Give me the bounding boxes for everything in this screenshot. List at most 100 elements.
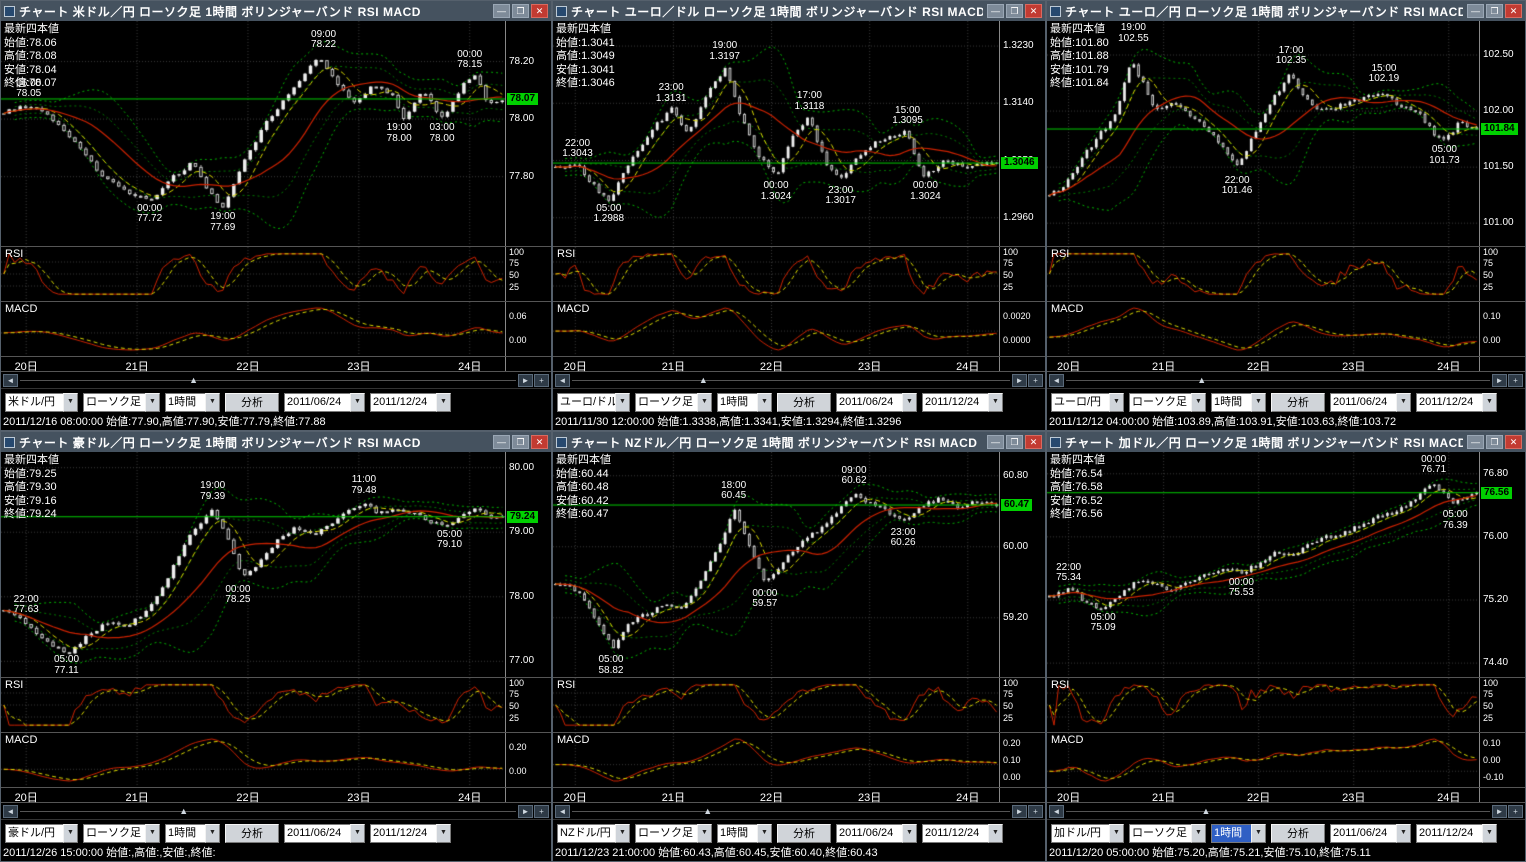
interval-select[interactable]: 1時間 ▼ <box>717 823 772 843</box>
close-button[interactable]: ✕ <box>1025 4 1042 18</box>
dropdown-arrow-icon[interactable]: ▼ <box>1396 823 1411 843</box>
close-button[interactable]: ✕ <box>531 4 548 18</box>
date-from-select[interactable]: 2011/06/24 ▼ <box>284 392 365 412</box>
candlestick-canvas[interactable] <box>1 452 505 677</box>
candle-type-select[interactable]: ローソク足 ▼ <box>83 392 160 412</box>
maximize-button[interactable]: ❐ <box>1486 435 1503 449</box>
dropdown-arrow-icon[interactable]: ▼ <box>1251 392 1266 412</box>
candle-type-select[interactable]: ローソク足 ▼ <box>83 823 160 843</box>
scroll-right-button[interactable]: ► <box>1012 373 1027 387</box>
dropdown-arrow-icon[interactable]: ▼ <box>1191 392 1206 412</box>
dropdown-arrow-icon[interactable]: ▼ <box>1482 392 1497 412</box>
analyze-button[interactable]: 分析 <box>225 823 279 843</box>
minimize-button[interactable]: — <box>1467 435 1484 449</box>
candle-type-select[interactable]: ローソク足 ▼ <box>1129 823 1206 843</box>
pair-select[interactable]: 米ドル/円 ▼ <box>5 392 78 412</box>
dropdown-arrow-icon[interactable]: ▼ <box>988 823 1003 843</box>
dropdown-arrow-icon[interactable]: ▼ <box>902 392 917 412</box>
date-to-select[interactable]: 2011/12/24 ▼ <box>370 392 451 412</box>
zoom-in-button[interactable]: + <box>534 804 549 818</box>
macd-canvas[interactable] <box>1047 302 1479 356</box>
dropdown-arrow-icon[interactable]: ▼ <box>145 392 160 412</box>
maximize-button[interactable]: ❐ <box>1486 4 1503 18</box>
window-titlebar[interactable]: チャート 米ドル／円 ローソク足 1時間 ボリンジャーバンド RSI MACD … <box>1 1 551 21</box>
date-to-select[interactable]: 2011/12/24 ▼ <box>1416 823 1497 843</box>
analyze-button[interactable]: 分析 <box>777 392 831 412</box>
macd-canvas[interactable] <box>553 302 999 356</box>
pair-select[interactable]: ユーロ/円 ▼ <box>1051 392 1124 412</box>
dropdown-arrow-icon[interactable]: ▼ <box>63 392 78 412</box>
rsi-canvas[interactable] <box>553 678 999 732</box>
candlestick-canvas[interactable] <box>1 21 505 246</box>
scrollbar-track[interactable]: ▲ <box>572 374 1010 387</box>
dropdown-arrow-icon[interactable]: ▼ <box>436 392 451 412</box>
dropdown-arrow-icon[interactable]: ▼ <box>615 823 630 843</box>
close-button[interactable]: ✕ <box>1505 435 1522 449</box>
dropdown-arrow-icon[interactable]: ▼ <box>902 823 917 843</box>
rsi-canvas[interactable] <box>553 247 999 301</box>
dropdown-arrow-icon[interactable]: ▼ <box>697 823 712 843</box>
date-to-select[interactable]: 2011/12/24 ▼ <box>922 823 1003 843</box>
dropdown-arrow-icon[interactable]: ▼ <box>1482 823 1497 843</box>
dropdown-arrow-icon[interactable]: ▼ <box>350 392 365 412</box>
dropdown-arrow-icon[interactable]: ▼ <box>145 823 160 843</box>
zoom-in-button[interactable]: + <box>1508 373 1523 387</box>
close-button[interactable]: ✕ <box>1025 435 1042 449</box>
dropdown-arrow-icon[interactable]: ▼ <box>1109 823 1124 843</box>
scroll-left-button[interactable]: ◄ <box>3 373 18 387</box>
window-titlebar[interactable]: チャート ユーロ／ドル ローソク足 1時間 ボリンジャーバンド RSI MACD… <box>553 1 1045 21</box>
zoom-in-button[interactable]: + <box>1028 804 1043 818</box>
scroll-left-button[interactable]: ◄ <box>555 373 570 387</box>
minimize-button[interactable]: — <box>987 4 1004 18</box>
minimize-button[interactable]: — <box>493 4 510 18</box>
dropdown-arrow-icon[interactable]: ▼ <box>1191 823 1206 843</box>
maximize-button[interactable]: ❐ <box>512 435 529 449</box>
window-titlebar[interactable]: チャート NZドル／円 ローソク足 1時間 ボリンジャーバンド RSI MACD… <box>553 432 1045 452</box>
candlestick-canvas[interactable] <box>1047 452 1479 677</box>
date-from-select[interactable]: 2011/06/24 ▼ <box>1330 823 1411 843</box>
maximize-button[interactable]: ❐ <box>1006 435 1023 449</box>
interval-select[interactable]: 1時間 ▼ <box>165 823 220 843</box>
scrollbar-thumb[interactable]: ▲ <box>179 805 189 816</box>
scroll-right-button[interactable]: ► <box>1492 373 1507 387</box>
pair-select[interactable]: ユーロ/ドル ▼ <box>557 392 630 412</box>
interval-select[interactable]: 1時間 ▼ <box>165 392 220 412</box>
rsi-canvas[interactable] <box>1047 247 1479 301</box>
date-from-select[interactable]: 2011/06/24 ▼ <box>836 823 917 843</box>
pair-select[interactable]: 加ドル/円 ▼ <box>1051 823 1124 843</box>
scroll-left-button[interactable]: ◄ <box>555 804 570 818</box>
dropdown-arrow-icon[interactable]: ▼ <box>697 392 712 412</box>
analyze-button[interactable]: 分析 <box>1271 823 1325 843</box>
interval-select[interactable]: 1時間 ▼ <box>1211 392 1266 412</box>
scrollbar-thumb[interactable]: ▲ <box>1197 374 1207 385</box>
dropdown-arrow-icon[interactable]: ▼ <box>436 823 451 843</box>
dropdown-arrow-icon[interactable]: ▼ <box>988 392 1003 412</box>
analyze-button[interactable]: 分析 <box>225 392 279 412</box>
maximize-button[interactable]: ❐ <box>1006 4 1023 18</box>
date-from-select[interactable]: 2011/06/24 ▼ <box>1330 392 1411 412</box>
minimize-button[interactable]: — <box>493 435 510 449</box>
dropdown-arrow-icon[interactable]: ▼ <box>757 392 772 412</box>
date-to-select[interactable]: 2011/12/24 ▼ <box>922 392 1003 412</box>
scroll-right-button[interactable]: ► <box>1492 804 1507 818</box>
analyze-button[interactable]: 分析 <box>1271 392 1325 412</box>
dropdown-arrow-icon[interactable]: ▼ <box>350 823 365 843</box>
candle-type-select[interactable]: ローソク足 ▼ <box>635 823 712 843</box>
close-button[interactable]: ✕ <box>531 435 548 449</box>
scrollbar-track[interactable]: ▲ <box>20 374 516 387</box>
pair-select[interactable]: NZドル/円 ▼ <box>557 823 630 843</box>
candlestick-canvas[interactable] <box>1047 21 1479 246</box>
dropdown-arrow-icon[interactable]: ▼ <box>1251 823 1266 843</box>
window-titlebar[interactable]: チャート 加ドル／円 ローソク足 1時間 ボリンジャーバンド RSI MACD … <box>1047 432 1525 452</box>
scrollbar-track[interactable]: ▲ <box>1066 805 1490 818</box>
macd-canvas[interactable] <box>1047 733 1479 787</box>
zoom-in-button[interactable]: + <box>534 373 549 387</box>
scrollbar-track[interactable]: ▲ <box>20 805 516 818</box>
pair-select[interactable]: 豪ドル/円 ▼ <box>5 823 78 843</box>
zoom-in-button[interactable]: + <box>1028 373 1043 387</box>
macd-canvas[interactable] <box>553 733 999 787</box>
candle-type-select[interactable]: ローソク足 ▼ <box>1129 392 1206 412</box>
dropdown-arrow-icon[interactable]: ▼ <box>63 823 78 843</box>
scroll-right-button[interactable]: ► <box>1012 804 1027 818</box>
scrollbar-track[interactable]: ▲ <box>1066 374 1490 387</box>
